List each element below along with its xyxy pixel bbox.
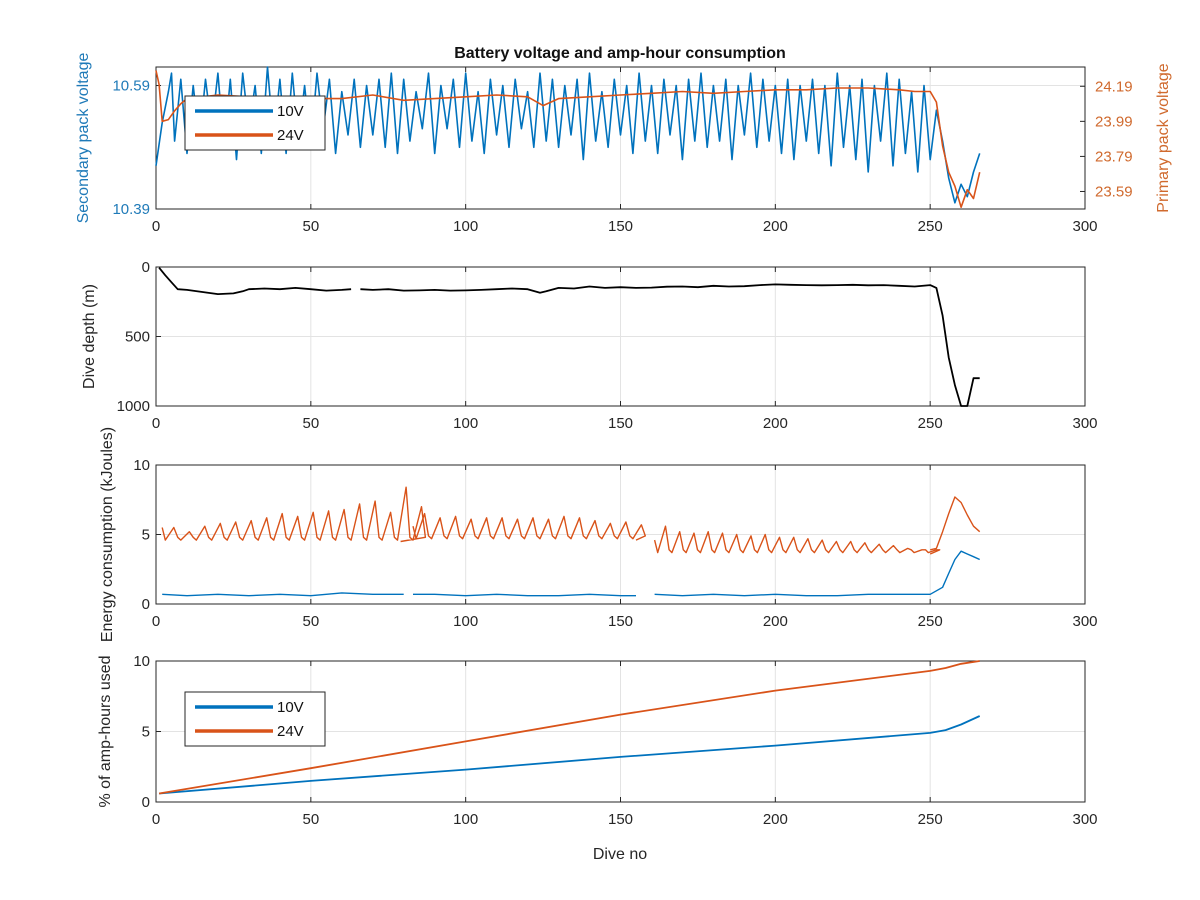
y-right-axis-label: Primary pack voltage <box>1155 63 1172 212</box>
energy-24v-line <box>653 525 941 555</box>
y-tick-label: 5 <box>142 527 150 544</box>
energy-24v-line <box>930 496 981 551</box>
y-tick-label: 1000 <box>117 398 150 415</box>
legend-box <box>184 95 326 151</box>
y-axis-label: Dive depth (m) <box>81 284 98 389</box>
y-tick-label: 500 <box>125 329 150 346</box>
x-tick-label: 0 <box>152 218 160 235</box>
x-tick-label: 0 <box>152 811 160 828</box>
amphours-10v-line <box>159 715 981 795</box>
x-tick-label: 0 <box>152 613 160 630</box>
energy-10v-line <box>162 592 404 597</box>
legend-label: 24V <box>277 723 304 740</box>
energy-panel: 0 50 100 150 200 250 300 0 5 10 Energy consumption… <box>99 427 1098 642</box>
energy-24v-line <box>412 512 646 541</box>
x-tick-label: 300 <box>1072 415 1097 432</box>
x-tick-label: 50 <box>302 613 319 630</box>
x-tick-label: 200 <box>763 613 788 630</box>
energy-24v-line <box>161 486 427 543</box>
depth-panel: 0 50 100 150 200 250 300 0 500 1000 Dive depth (m) <box>81 259 1098 432</box>
x-tick-label: 150 <box>608 811 633 828</box>
y-tick-label: 10 <box>133 653 150 670</box>
x-tick-label: 50 <box>302 218 319 235</box>
amphours-24v-line <box>158 660 980 795</box>
x-tick-label: 50 <box>302 811 319 828</box>
y-tick-label: 10 <box>133 457 150 474</box>
y-left-axis-label: Secondary pack voltage <box>75 53 92 224</box>
legend-box <box>184 691 326 747</box>
x-tick-label: 100 <box>453 613 478 630</box>
y-axis-label: Energy consumption (kJoules) <box>99 427 116 642</box>
legend-label: 10V <box>277 103 304 120</box>
x-tick-label: 300 <box>1072 218 1097 235</box>
x-tick-label: 100 <box>453 218 478 235</box>
y-right-tick-label: 23.79 <box>1095 148 1133 165</box>
depth-line <box>158 267 352 295</box>
x-tick-label: 250 <box>918 613 943 630</box>
x-tick-label: 100 <box>453 415 478 432</box>
x-tick-label: 100 <box>453 811 478 828</box>
x-tick-label: 300 <box>1072 811 1097 828</box>
chart-title: Battery voltage and amp-hour consumption <box>454 45 786 62</box>
x-tick-label: 150 <box>608 218 633 235</box>
y-tick-label: 0 <box>142 794 150 811</box>
x-tick-label: 50 <box>302 415 319 432</box>
y-right-tick-label: 23.59 <box>1095 183 1133 200</box>
x-tick-label: 0 <box>152 415 160 432</box>
voltage-panel: 0 50 100 150 200 250 300 10.39 10.59 23.59 23.79 23… <box>75 53 1172 235</box>
x-tick-label: 200 <box>763 811 788 828</box>
x-tick-label: 200 <box>763 415 788 432</box>
y-tick-label: 10.59 <box>112 78 150 95</box>
y-tick-label: 0 <box>142 596 150 613</box>
y-axis-label: % of amp-hours used <box>97 655 114 807</box>
energy-10v-line <box>654 550 980 597</box>
legend-label: 24V <box>277 127 304 144</box>
y-tick-label: 5 <box>142 724 150 741</box>
y-right-tick-label: 24.19 <box>1095 78 1133 95</box>
amphours-panel: 0 50 100 150 200 250 300 0 5 10 % of amp-hours use… <box>97 653 1098 828</box>
x-tick-label: 200 <box>763 218 788 235</box>
x-tick-label: 250 <box>918 415 943 432</box>
depth-line <box>360 283 980 407</box>
x-tick-label: 250 <box>918 218 943 235</box>
energy-10v-line <box>413 593 636 597</box>
x-axis-label: Dive no <box>593 846 647 863</box>
x-tick-label: 150 <box>608 613 633 630</box>
x-tick-label: 150 <box>608 415 633 432</box>
y-right-tick-label: 23.99 <box>1095 113 1133 130</box>
x-tick-label: 300 <box>1072 613 1097 630</box>
y-tick-label: 10.39 <box>112 201 150 218</box>
legend-label: 10V <box>277 699 304 716</box>
y-tick-label: 0 <box>142 259 150 276</box>
x-tick-label: 250 <box>918 811 943 828</box>
